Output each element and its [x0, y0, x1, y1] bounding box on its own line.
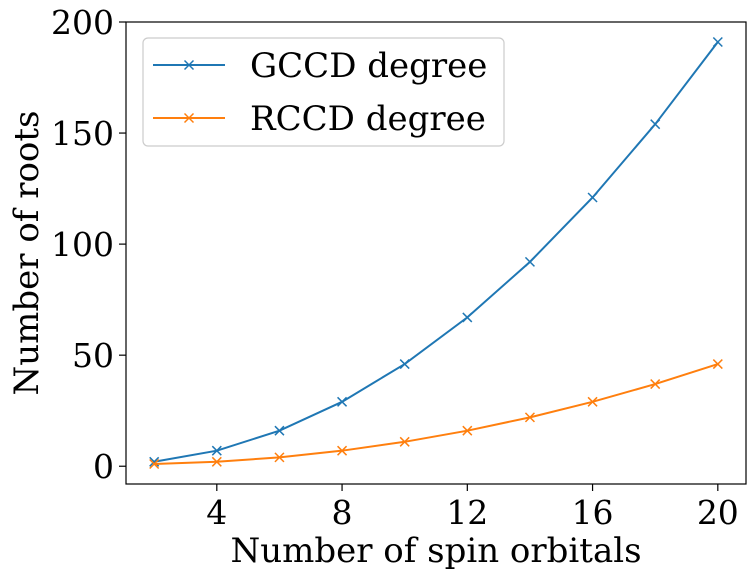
data-point — [337, 396, 348, 407]
marker-stroke — [524, 412, 535, 423]
legend-entry: GCCD degree — [153, 46, 487, 86]
data-point — [712, 359, 723, 370]
marker-stroke — [337, 445, 348, 456]
data-point — [712, 36, 723, 48]
data-point — [211, 445, 222, 456]
series-1 — [149, 36, 723, 467]
data-point — [587, 396, 598, 407]
x-tick-label: 16 — [572, 493, 614, 532]
legend-entry: RCCD degree — [153, 99, 486, 139]
marker-stroke — [211, 445, 222, 456]
data-point — [211, 456, 222, 467]
data-point — [399, 436, 410, 447]
data-point — [274, 425, 285, 436]
y-tick-label: 150 — [51, 114, 114, 153]
marker-stroke — [337, 396, 348, 407]
plot-area — [149, 36, 723, 470]
marker-stroke — [149, 456, 160, 467]
data-point — [587, 192, 598, 203]
data-point — [462, 425, 473, 436]
legend-marker — [183, 112, 195, 124]
marker-stroke — [462, 312, 473, 323]
y-tick-label: 100 — [51, 225, 114, 264]
marker-stroke — [399, 359, 410, 370]
marker-stroke — [183, 59, 195, 71]
x-tick-label: 12 — [446, 493, 488, 532]
x-axis-label: Number of spin orbitals — [230, 531, 641, 571]
y-tick-label: 0 — [93, 447, 114, 486]
data-point — [462, 312, 473, 323]
data-point — [149, 458, 160, 470]
marker-stroke — [587, 192, 598, 203]
marker-stroke — [650, 379, 661, 390]
series-line — [154, 41, 719, 463]
marker-stroke — [183, 112, 195, 124]
axes-frame — [125, 21, 747, 485]
data-point — [274, 452, 285, 463]
x-tick-label: 8 — [332, 493, 353, 532]
legend-box — [142, 37, 505, 147]
y-axis-label: Number of roots — [7, 111, 47, 396]
legend: GCCD degree RCCD degree — [142, 37, 505, 147]
series-2 — [149, 359, 723, 470]
legend-label: RCCD degree — [250, 99, 486, 139]
marker-stroke — [650, 119, 661, 130]
data-point — [399, 359, 410, 370]
marker-stroke — [712, 36, 723, 48]
marker-stroke — [211, 456, 222, 467]
legend-label: GCCD degree — [250, 46, 487, 86]
marker-stroke — [587, 396, 598, 407]
marker-stroke — [274, 425, 285, 436]
marker-stroke — [524, 256, 535, 267]
x-tick-label: 4 — [206, 493, 227, 532]
series-line — [154, 363, 719, 466]
data-point — [524, 256, 535, 267]
legend-marker — [183, 59, 195, 71]
legend-entries: GCCD degree RCCD degree — [153, 46, 487, 139]
data-point — [524, 412, 535, 423]
y-tick-label: 50 — [72, 336, 114, 375]
marker-stroke — [274, 452, 285, 463]
marker-stroke — [462, 425, 473, 436]
marker-stroke — [399, 436, 410, 447]
y-tick-label: 200 — [51, 3, 114, 42]
data-point — [650, 119, 661, 130]
x-tick-label: 20 — [697, 493, 739, 532]
data-point — [650, 379, 661, 390]
marker-stroke — [712, 359, 723, 370]
marker-stroke — [149, 458, 160, 470]
data-point — [337, 445, 348, 456]
